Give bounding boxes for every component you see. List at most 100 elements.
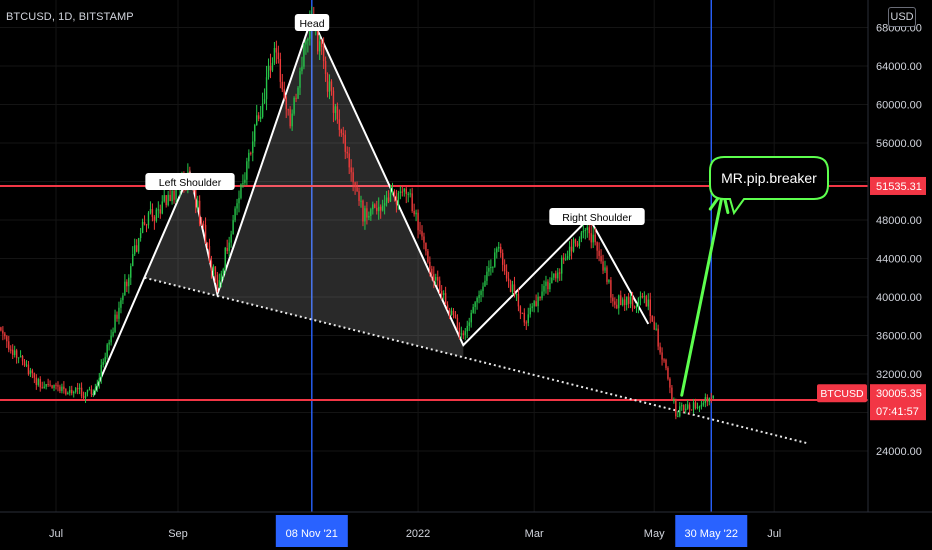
candle-body (513, 284, 516, 296)
current-price-tag (870, 384, 926, 421)
candle-body (665, 359, 667, 368)
candle-body (405, 188, 407, 194)
candle-body (403, 188, 405, 192)
candle-body (631, 296, 634, 306)
price-tick-label: 24000.00 (876, 446, 922, 458)
pattern-label-box[interactable] (145, 173, 235, 190)
candle-body (263, 99, 266, 104)
candle-body (348, 153, 350, 168)
time-marker-tag[interactable] (675, 515, 748, 547)
time-tick-label: 2022 (406, 528, 430, 540)
candle-body (643, 296, 646, 298)
time-marker-tag[interactable] (275, 515, 348, 547)
candle-body (466, 325, 468, 332)
candle-body (108, 342, 110, 345)
candle-body (551, 277, 553, 283)
candle-body (578, 238, 581, 246)
candle-body (159, 209, 161, 214)
candle-body (259, 117, 262, 119)
candle-body (275, 48, 278, 53)
candle-body (61, 386, 63, 392)
candle-body (307, 38, 309, 41)
candle-body (104, 356, 106, 362)
candle-body (350, 167, 352, 173)
candle-body (200, 223, 203, 225)
candle-body (336, 106, 339, 120)
symbol-tag (817, 384, 867, 403)
candle-body (425, 242, 427, 252)
candle-body (110, 335, 112, 343)
candle-body (501, 252, 504, 265)
pattern-label-box[interactable] (549, 208, 645, 225)
candle-body (63, 386, 65, 390)
candle-body (667, 367, 669, 379)
candle-body (354, 182, 356, 188)
time-marker-label: 08 Nov '21 (286, 528, 338, 540)
candle-body (439, 280, 441, 291)
candle-body (397, 192, 400, 205)
candle-body (53, 384, 55, 388)
candle-body (700, 404, 703, 407)
candle-body (299, 71, 301, 88)
candle-body (393, 191, 396, 197)
candle-body (584, 230, 587, 232)
candle-body (360, 200, 362, 202)
neckline[interactable] (144, 276, 808, 445)
candle-body (675, 400, 677, 417)
candle-body (297, 87, 299, 99)
candle-body (39, 379, 41, 388)
candle-body (318, 41, 321, 52)
candle-body (710, 398, 712, 400)
candle-body (17, 357, 20, 359)
candle-body (618, 295, 620, 309)
pattern-label-box[interactable] (294, 14, 330, 31)
symbol-tag-label: BTCUSD (820, 388, 864, 400)
candle-body (547, 281, 549, 290)
candle-body (242, 182, 244, 185)
time-tick-label: Sep (168, 528, 188, 540)
candle-body (645, 296, 648, 307)
candle-body (228, 242, 230, 252)
price-tick-label: 48000.00 (876, 215, 922, 227)
candle-body (448, 309, 451, 316)
candle-body (76, 388, 79, 390)
candle-body (570, 246, 573, 252)
candle-body (171, 190, 173, 202)
callout-bubble[interactable] (709, 156, 829, 216)
candle-body (269, 65, 272, 71)
candle-body (421, 231, 423, 237)
candle-body (252, 141, 254, 153)
candle-body (409, 193, 411, 195)
candle-body (372, 204, 374, 210)
projection-arrow-shaft[interactable] (680, 189, 725, 397)
candle-body (623, 299, 626, 306)
time-tick-label: Jul (49, 528, 63, 540)
currency-button[interactable]: USD (888, 7, 916, 27)
candle-body (706, 397, 709, 402)
candle-body (606, 267, 608, 282)
candle-body (494, 252, 496, 267)
candle-body (498, 246, 500, 249)
candle-body (301, 66, 303, 72)
candle-body (488, 267, 490, 272)
candle-body (515, 293, 518, 296)
candle-body (250, 152, 252, 154)
candle-body (195, 187, 197, 208)
candle-body (366, 208, 368, 218)
candle-body (653, 321, 655, 330)
candle-body (452, 310, 455, 315)
candle-body (541, 291, 543, 299)
candle-body (600, 256, 602, 262)
candle-body (358, 191, 360, 202)
candle-body (509, 280, 512, 292)
candle-body (590, 233, 592, 243)
candle-body (379, 206, 382, 211)
candle-body (649, 299, 651, 316)
candle-body (273, 48, 276, 63)
candle-body (12, 349, 14, 355)
candle-body (694, 402, 697, 408)
candle-body (204, 224, 207, 243)
